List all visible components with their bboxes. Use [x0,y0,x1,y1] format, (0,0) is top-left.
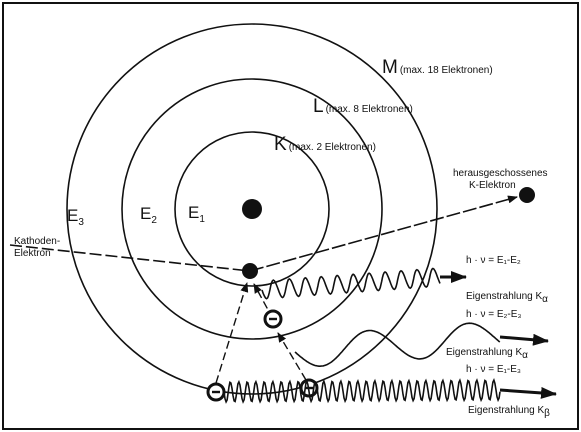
cathode-electron-label-line2: Elektron [14,248,51,259]
shell-k-circle [174,131,330,287]
emission-wave-k-alpha-2 [294,322,501,367]
emission-formula-1: h · ν = E₁-E₂ [466,255,521,266]
emission-label-3: Eigenstrahlung Kβ [468,405,550,419]
emission-wave-k-beta [223,377,501,404]
shell-m-circle [66,23,438,395]
m-shell-electron-left [206,382,226,402]
energy-label-e1: E1 [188,203,205,225]
emission-formula-2: h · ν = E₂-E₃ [466,309,521,320]
emission-arrow-3 [499,386,557,399]
shell-l-circle [121,78,383,340]
emission-formula-3: h · ν = E₁-E₃ [466,364,521,375]
cathode-electron-path [9,244,251,272]
ejected-electron-label-line1: herausgeschossenes [453,168,548,179]
emission-wave-k-alpha-1 [261,267,441,300]
energy-label-e3: E3 [67,206,84,228]
ejected-electron-label-line2: K-Elektron [469,180,516,191]
l-shell-electron [263,309,283,329]
shell-m-label: M (max. 18 Elektronen) [382,57,493,78]
emission-label-2: Eigenstrahlung Kα [446,347,528,361]
emission-arrow-2 [499,333,549,346]
transition-m-to-k-arrow [215,282,249,384]
ejected-electron [519,187,535,203]
cathode-electron-label-line1: Kathoden- [14,236,60,247]
emission-label-1: Eigenstrahlung Kα [466,291,548,305]
ejected-electron-path [249,195,518,272]
k-shell-vacancy-electron [242,263,258,279]
transition-m-to-l-arrow [277,332,307,381]
shell-l-label: L (max. 8 Elektronen) [313,96,413,117]
nucleus [242,199,262,219]
shell-k-label: K (max. 2 Elektronen) [274,134,376,155]
energy-label-e2: E2 [140,204,157,226]
